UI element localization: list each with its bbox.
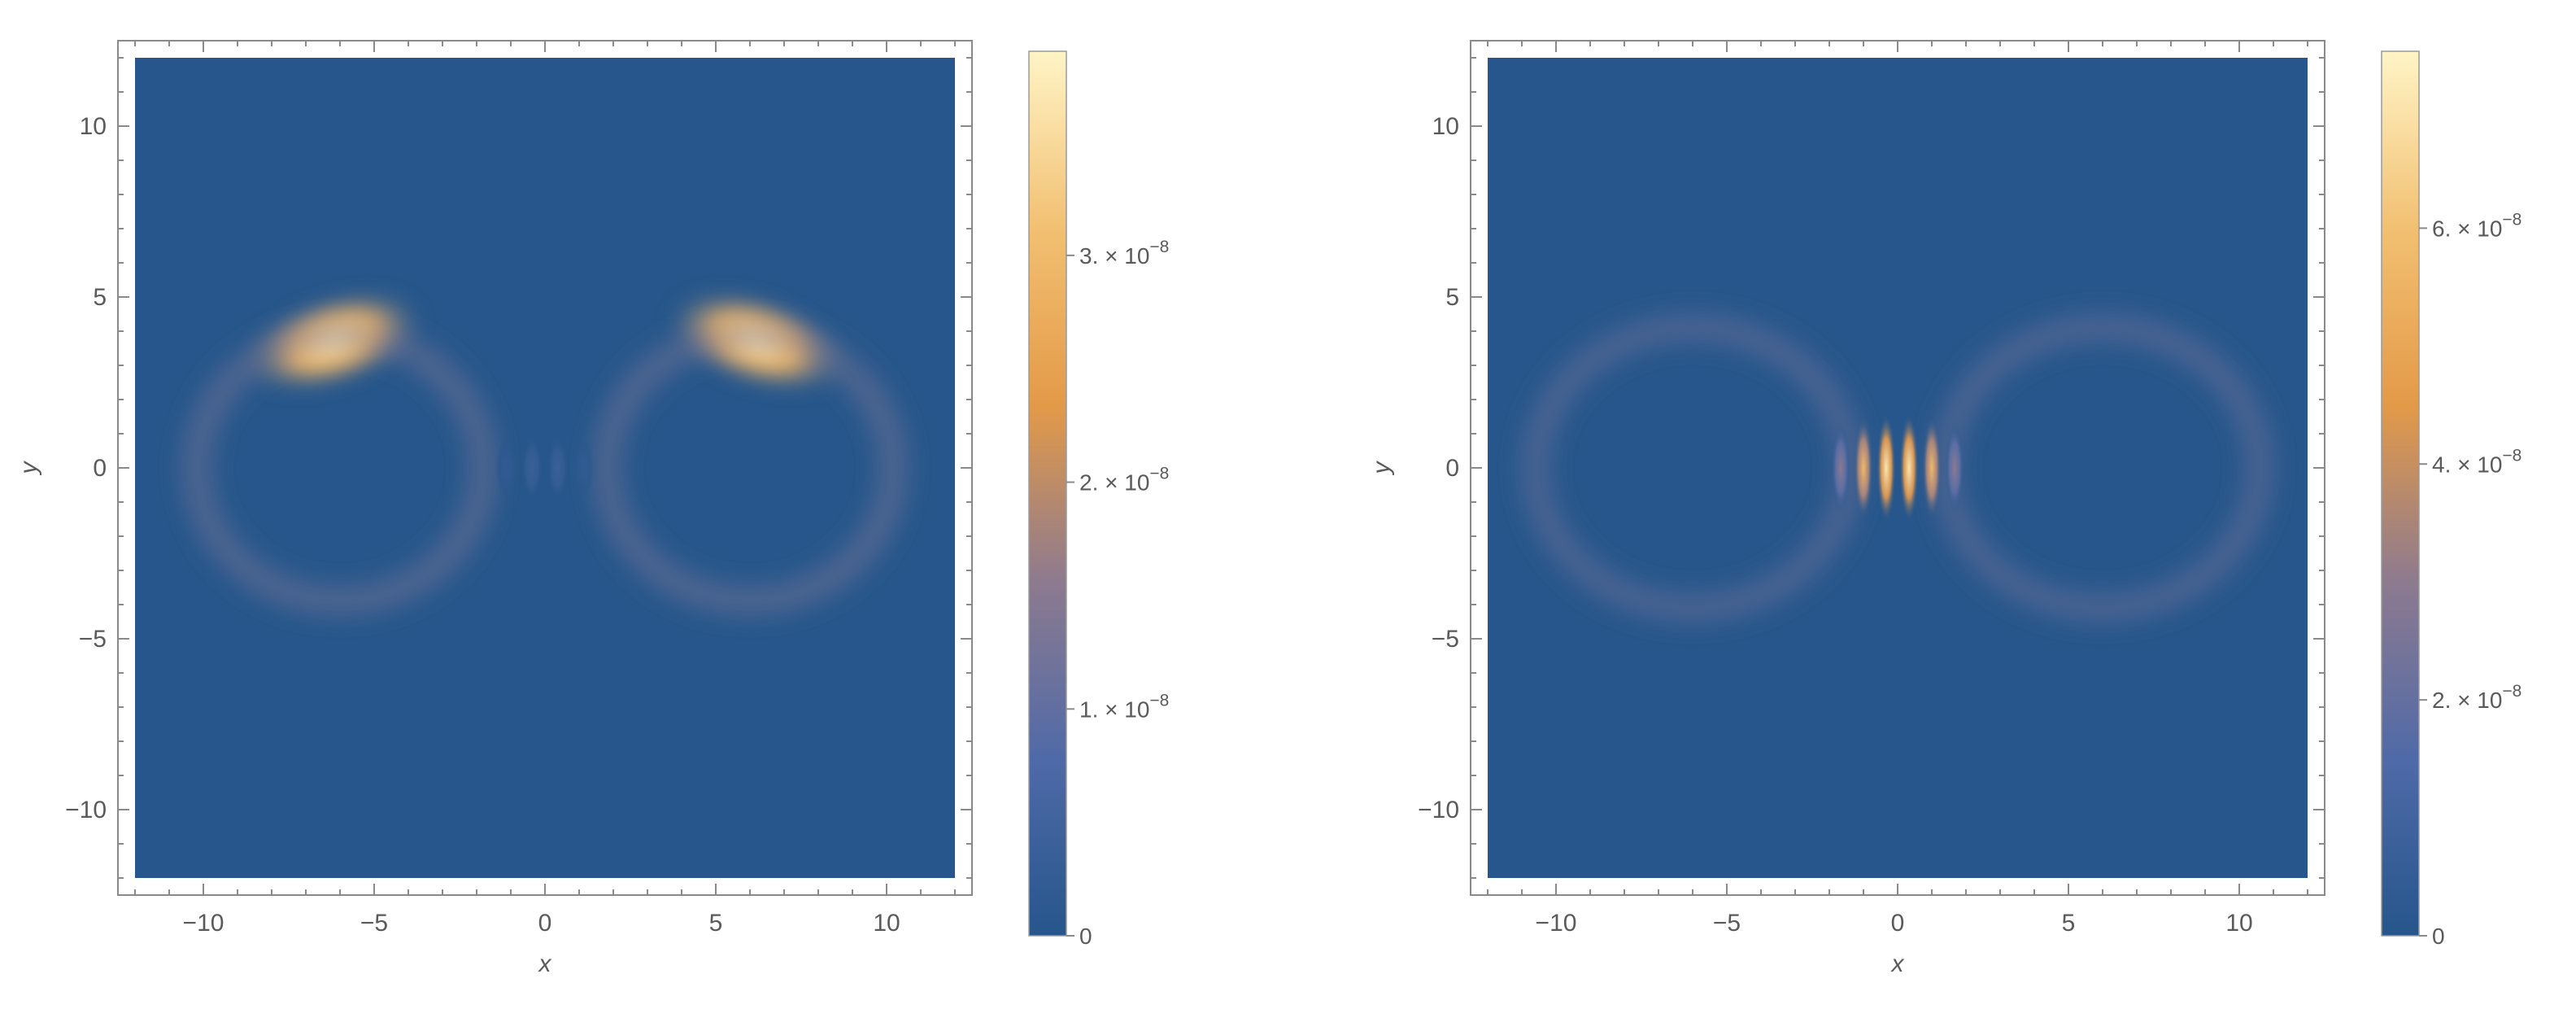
y-tick-label: −5 bbox=[1432, 626, 1459, 653]
fringe-band bbox=[573, 439, 595, 497]
axis-ticks bbox=[1471, 41, 2325, 895]
heatmap-panel-left: −10 −5 0 5 10 −10 −5 0 5 10 x y 0 1. × 10−8 2. × 10−8 3… bbox=[15, 40, 1169, 977]
density-field bbox=[135, 58, 955, 878]
colorbar: 0 2. × 10−8 4. × 10−8 6. × 10−8 bbox=[2381, 50, 2522, 949]
x-tick-label: 0 bbox=[538, 910, 552, 937]
orbit-ring bbox=[184, 322, 496, 614]
fringe-band bbox=[521, 434, 543, 502]
y-tick-label: 5 bbox=[1445, 284, 1459, 311]
colorbar-tick-label: 2. × 10−8 bbox=[1079, 465, 1169, 496]
fringe-band bbox=[495, 439, 517, 497]
field-background bbox=[135, 58, 955, 878]
x-tick-label: 5 bbox=[2062, 910, 2076, 937]
y-tick-label: 10 bbox=[1432, 113, 1459, 140]
density-field bbox=[1488, 58, 2308, 878]
fringe-band bbox=[1922, 417, 1942, 519]
y-tick-label: 0 bbox=[1445, 455, 1459, 482]
colorbar-gradient bbox=[2381, 50, 2420, 937]
y-tick-label: −10 bbox=[65, 797, 107, 823]
colorbar: 0 1. × 10−8 2. × 10−8 3. × 10−8 bbox=[1028, 50, 1169, 949]
interference-fringes bbox=[495, 434, 595, 502]
y-tick-label: −10 bbox=[1418, 797, 1459, 823]
x-axis-label: x bbox=[1890, 950, 1905, 977]
orbit-ring bbox=[594, 322, 906, 614]
fringe-band bbox=[1831, 422, 1850, 513]
x-tick-label: −10 bbox=[1536, 910, 1577, 937]
fringe-band bbox=[1854, 417, 1873, 519]
x-tick-label: 0 bbox=[1891, 910, 1905, 937]
x-tick-label: 10 bbox=[2225, 910, 2252, 937]
colorbar-gradient bbox=[1028, 50, 1067, 937]
y-axis-label: y bbox=[15, 461, 42, 476]
interference-fringes bbox=[1831, 413, 1964, 522]
x-tick-label: 5 bbox=[709, 910, 723, 937]
x-tick-label: −10 bbox=[183, 910, 224, 937]
colorbar-tick-label: 0 bbox=[2432, 924, 2445, 949]
y-tick-label: 10 bbox=[80, 113, 107, 140]
x-tick-label: 10 bbox=[873, 910, 900, 937]
axis-ticks bbox=[118, 41, 972, 895]
heatmap-panel-right: −10 −5 0 5 10 −10 −5 0 5 10 x y 0 2. × 10−8 4. × 10−8 6… bbox=[1368, 40, 2522, 977]
colorbar-tick-label: 6. × 10−8 bbox=[2432, 210, 2522, 241]
colorbar-tick-label: 4. × 10−8 bbox=[2432, 446, 2522, 477]
colorbar-tick-label: 1. × 10−8 bbox=[1079, 691, 1169, 722]
x-tick-label: −5 bbox=[360, 910, 388, 937]
colorbar-tick-label: 2. × 10−8 bbox=[2432, 682, 2522, 713]
colorbar-tick-label: 3. × 10−8 bbox=[1079, 238, 1169, 269]
y-tick-label: 5 bbox=[93, 284, 107, 311]
field-background bbox=[1488, 58, 2308, 878]
fringe-band bbox=[1945, 422, 1964, 513]
x-tick-label: −5 bbox=[1713, 910, 1741, 937]
fringe-band bbox=[547, 434, 569, 502]
y-tick-label: −5 bbox=[79, 626, 107, 653]
fringe-band bbox=[1876, 413, 1896, 522]
y-axis-label: y bbox=[1368, 461, 1395, 476]
fringe-band bbox=[1899, 413, 1919, 522]
x-axis-label: x bbox=[538, 950, 552, 977]
colorbar-tick-label: 0 bbox=[1079, 924, 1092, 949]
y-tick-label: 0 bbox=[93, 455, 107, 482]
